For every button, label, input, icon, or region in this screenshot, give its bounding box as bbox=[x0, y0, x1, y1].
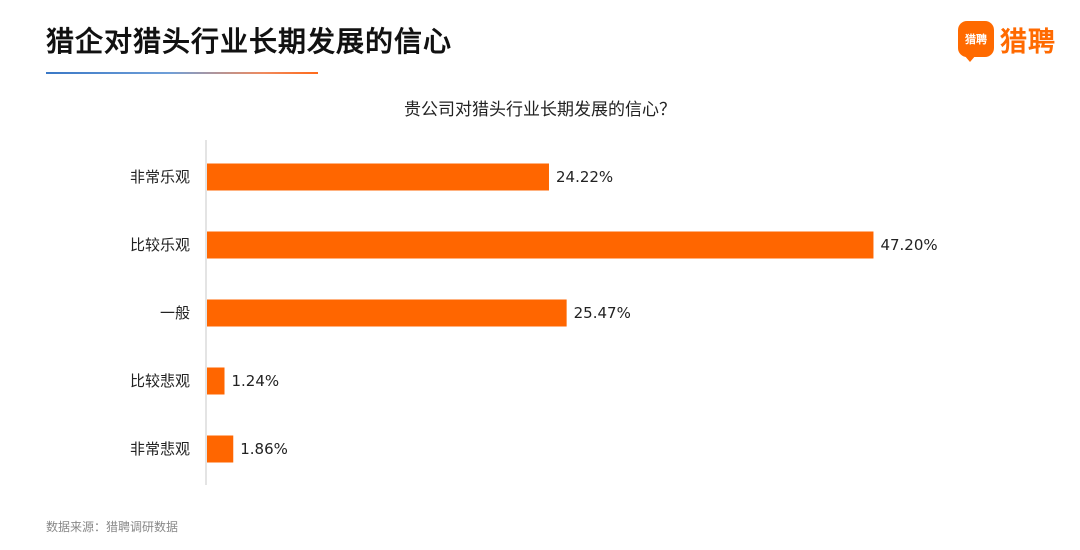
category-tick-label: 一般 bbox=[160, 304, 190, 322]
bar bbox=[207, 231, 874, 259]
category-tick-label: 非常乐观 bbox=[130, 168, 190, 186]
category-tick-label: 比较悲观 bbox=[130, 372, 190, 390]
bar-value-label: 1.86% bbox=[240, 440, 288, 458]
source-note: 数据来源：猎聘调研数据 bbox=[46, 520, 179, 534]
brand-logo: 猎聘 猎聘 bbox=[958, 20, 1056, 62]
bar-value-label: 24.22% bbox=[556, 168, 613, 186]
bar-value-label: 1.24% bbox=[232, 372, 280, 390]
category-tick-label: 比较乐观 bbox=[130, 236, 190, 254]
category-tick-label: 非常悲观 bbox=[130, 440, 190, 458]
bar bbox=[207, 367, 225, 395]
bar bbox=[207, 435, 234, 463]
title-underline bbox=[46, 72, 318, 74]
bar bbox=[207, 163, 549, 191]
bar-value-label: 25.47% bbox=[574, 304, 631, 322]
bar-value-label: 47.20% bbox=[880, 236, 937, 254]
logo-text: 猎聘 bbox=[1000, 26, 1056, 58]
page-title: 猎企对猎头行业长期发展的信心 bbox=[46, 25, 453, 58]
bar bbox=[207, 299, 567, 327]
logo-mark-text: 猎聘 bbox=[965, 32, 987, 46]
chart-title: 贵公司对猎头行业长期发展的信心？ bbox=[404, 100, 676, 120]
logo-speech-bubble-icon: 猎聘 bbox=[958, 21, 994, 62]
